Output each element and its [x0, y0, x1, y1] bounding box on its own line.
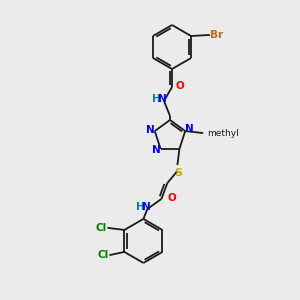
Text: N: N	[152, 145, 161, 155]
Text: N: N	[142, 202, 151, 212]
Text: S: S	[174, 168, 182, 178]
Text: N: N	[146, 125, 155, 135]
Text: methyl: methyl	[207, 129, 239, 138]
Text: Cl: Cl	[97, 250, 108, 260]
Text: Br: Br	[210, 30, 223, 40]
Text: O: O	[176, 81, 184, 91]
Text: Cl: Cl	[95, 223, 106, 233]
Text: O: O	[167, 193, 176, 203]
Text: H: H	[152, 94, 160, 104]
Text: H: H	[136, 202, 145, 212]
Text: N: N	[185, 124, 194, 134]
Text: N: N	[158, 94, 166, 104]
